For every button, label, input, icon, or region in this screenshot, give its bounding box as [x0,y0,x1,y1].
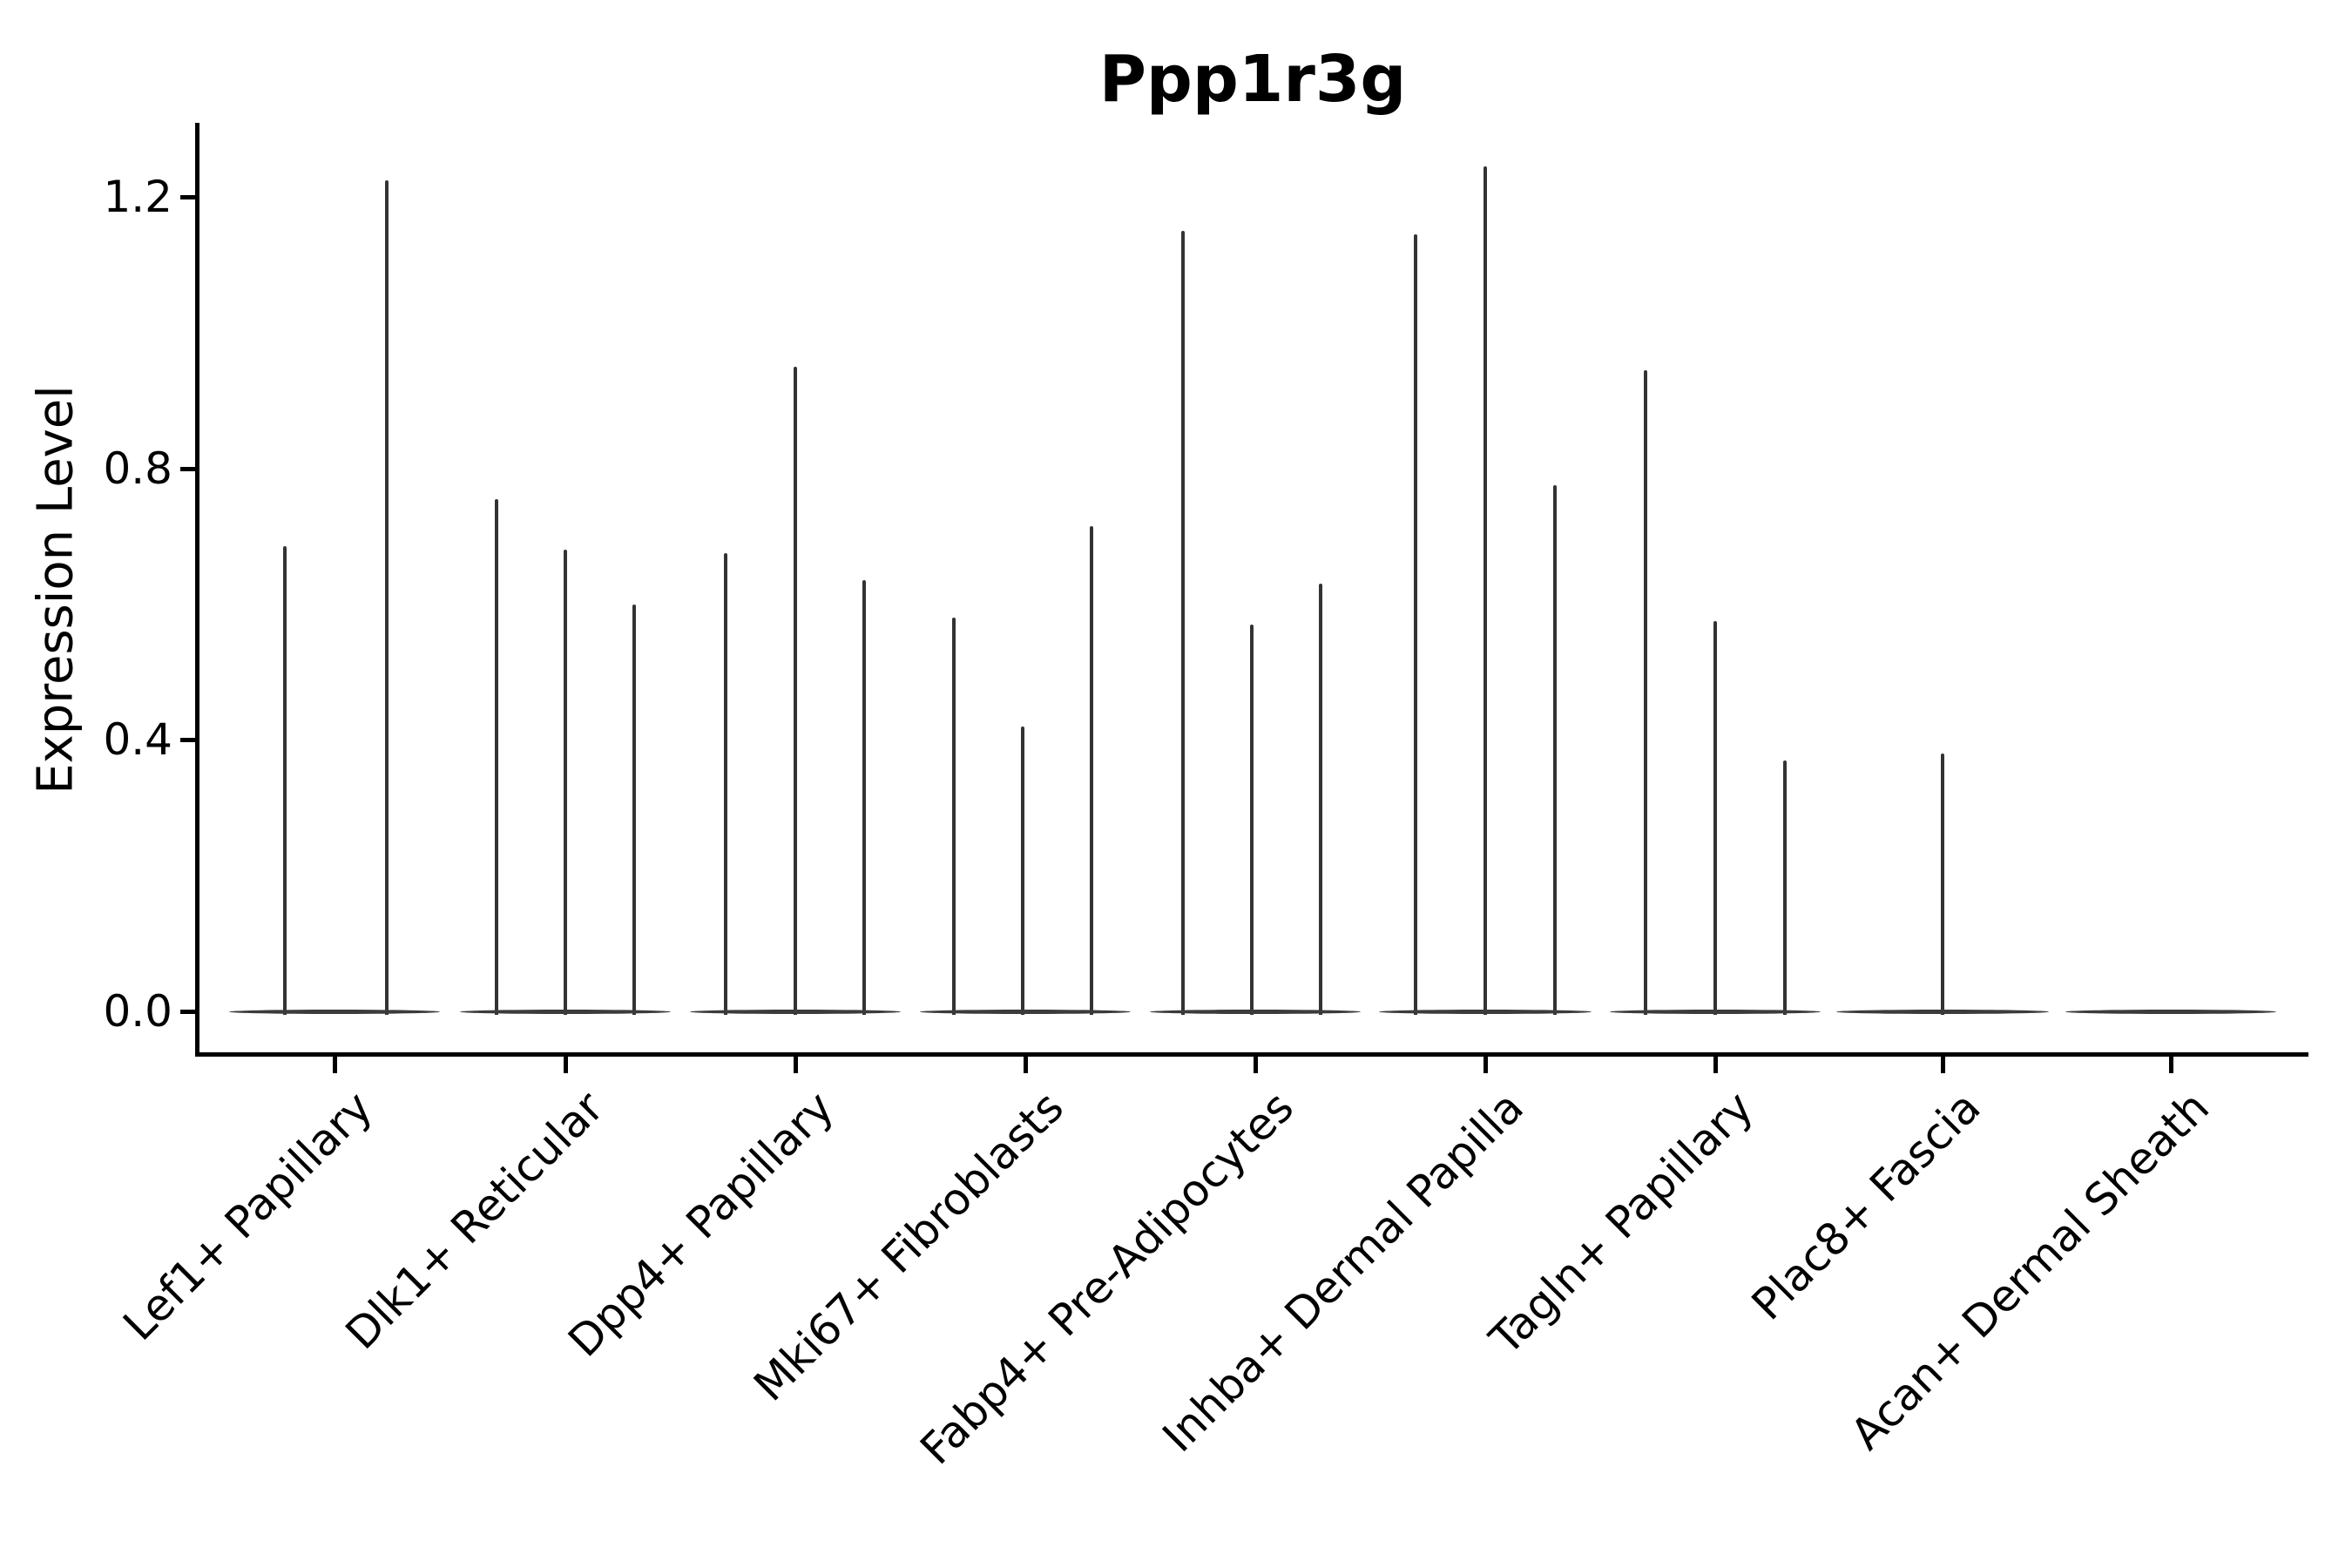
x-tick-label: Lef1+ Papillary [113,1081,382,1350]
violin-spike [385,180,389,1015]
violin-spike [1783,760,1787,1015]
violin-spike [283,546,287,1015]
plot-title: Ppp1r3g [1098,42,1407,117]
violin-spike [1553,485,1557,1015]
x-tick [1713,1057,1718,1073]
violin-body [920,1010,1131,1014]
violin-spike [1181,231,1185,1015]
y-tick-label: 0.8 [103,443,172,494]
violin-spike [1090,526,1093,1015]
violin-spike [632,605,636,1015]
y-tick [180,1010,196,1014]
y-axis-spine [195,123,199,1057]
y-tick-label: 1.2 [103,172,172,222]
violin-spike [1021,727,1024,1015]
violin-spike [1644,370,1647,1015]
x-tick-label: Fabp4+ Pre-Adipocytes [910,1081,1303,1475]
violin-spike [862,580,866,1015]
violin-spike [1319,584,1322,1015]
x-tick [1254,1057,1258,1073]
x-tick [1024,1057,1028,1073]
violin-spike [1414,234,1417,1015]
y-tick [180,467,196,471]
x-tick [2169,1057,2173,1073]
y-tick-label: 0.4 [103,714,172,765]
violin-body [1379,1010,1592,1014]
violin-body [460,1010,671,1014]
violin-body [690,1010,901,1014]
violin-body [1610,1010,1821,1014]
violin-body [1150,1010,1361,1014]
x-tick-label: Plac8+ Fascia [1742,1081,1990,1330]
violin-spike [1941,754,1944,1015]
violin-spike [495,499,498,1015]
violin-body [1836,1010,2049,1014]
x-tick-label: Dlk1+ Reticular [335,1081,613,1360]
violin-spike [952,618,956,1015]
violin-spike [1484,166,1487,1015]
y-tick [180,195,196,199]
violin-body [2065,1010,2276,1014]
x-axis-spine [195,1052,2308,1057]
violin-spike [1250,625,1254,1015]
y-tick-label: 0.0 [103,986,172,1037]
x-tick [564,1057,568,1073]
violin-spike [724,553,727,1015]
x-tick [333,1057,337,1073]
violin-body [229,1010,440,1014]
violin-spike [794,367,797,1015]
violin-spike [1713,621,1717,1015]
y-tick [180,738,196,742]
x-tick [794,1057,798,1073]
x-tick [1941,1057,1945,1073]
x-tick [1484,1057,1488,1073]
violin-spike [564,550,567,1015]
